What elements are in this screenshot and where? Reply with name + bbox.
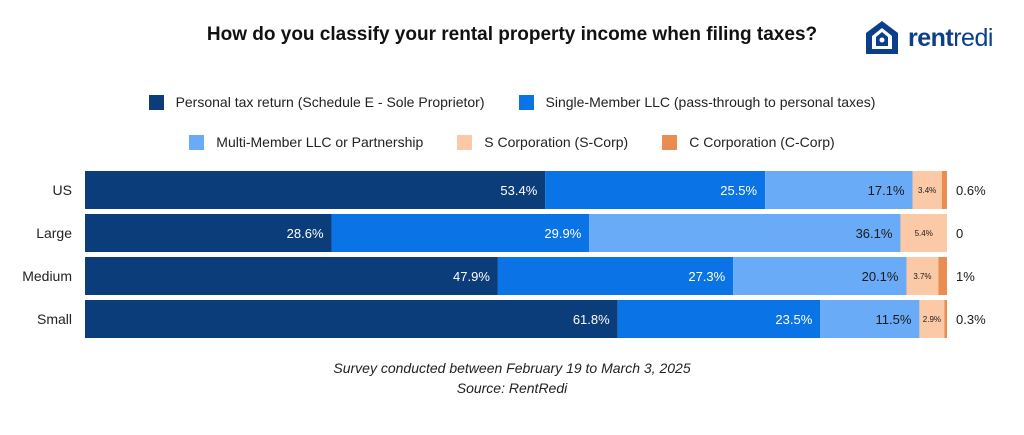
- bar-segment-large-1: [331, 214, 590, 252]
- data-label: 0: [956, 226, 963, 241]
- bar-segment-small-0: [85, 300, 618, 338]
- bar-segment-medium-2: [733, 257, 907, 295]
- chart-title: How do you classify your rental property…: [206, 24, 818, 45]
- bar-segment-medium-0: [85, 257, 498, 295]
- bar-segment-large-2: [589, 214, 901, 252]
- source-note: Source: RentRedi: [456, 380, 568, 396]
- data-label: 36.1%: [856, 226, 893, 241]
- bar-segment-large-0: [85, 214, 332, 252]
- legend-label: Single-Member LLC (pass-through to perso…: [545, 94, 876, 110]
- category-label-large: Large: [36, 225, 72, 241]
- logo-wordmark-light: redi: [953, 23, 993, 52]
- bar-segment-us-0: [85, 171, 546, 209]
- bar-segment-medium-3: [906, 257, 939, 295]
- bar-segment-large-3: [900, 214, 947, 252]
- bar-segment-medium-4: [938, 257, 947, 295]
- survey-note: Survey conducted between February 19 to …: [333, 360, 691, 376]
- bar-segment-us-3: [912, 171, 942, 209]
- legend-swatch: [148, 94, 164, 110]
- category-label-small: Small: [37, 311, 72, 327]
- data-label: 5.4%: [915, 229, 933, 238]
- legend-row-1: Personal tax return (Schedule E - Sole P…: [0, 94, 1024, 110]
- legend-swatch: [518, 94, 534, 110]
- data-label: 25.5%: [720, 183, 757, 198]
- data-label: 20.1%: [862, 269, 899, 284]
- legend-row-2: Multi-Member LLC or Partnership S Corpor…: [0, 134, 1024, 150]
- bar-segment-small-4: [944, 300, 947, 338]
- data-label: 27.3%: [688, 269, 725, 284]
- category-label-us: US: [53, 182, 72, 198]
- legend-label: S Corporation (S-Corp): [484, 134, 629, 150]
- data-label: 0.6%: [956, 183, 986, 198]
- legend-label: Personal tax return (Schedule E - Sole P…: [175, 94, 485, 110]
- legend-swatch: [457, 134, 473, 150]
- legend-label: C Corporation (C-Corp): [689, 134, 835, 150]
- bar-segment-us-4: [941, 171, 947, 209]
- bar-segment-medium-1: [497, 257, 734, 295]
- rentredi-logo: rentredi: [862, 18, 993, 58]
- legend-swatch: [662, 134, 678, 150]
- legend-item-schedule-e: Personal tax return (Schedule E - Sole P…: [148, 94, 485, 110]
- data-label: 17.1%: [868, 183, 905, 198]
- data-label: 1%: [956, 269, 975, 284]
- bar-segment-us-2: [765, 171, 913, 209]
- bar-segment-us-1: [545, 171, 766, 209]
- data-label: 2.9%: [923, 315, 941, 324]
- category-label-medium: Medium: [22, 268, 72, 284]
- logo-wordmark: rentredi: [908, 24, 993, 53]
- data-label: 23.5%: [775, 312, 812, 327]
- house-shield-icon: [866, 21, 898, 54]
- legend-item-single-member-llc: Single-Member LLC (pass-through to perso…: [518, 94, 876, 110]
- data-label: 29.9%: [544, 226, 581, 241]
- data-label: 3.7%: [913, 272, 931, 281]
- data-label: 47.9%: [453, 269, 490, 284]
- bar-segment-small-2: [820, 300, 920, 338]
- data-label: 61.8%: [573, 312, 610, 327]
- data-label: 11.5%: [876, 312, 912, 327]
- data-label: 3.4%: [918, 186, 936, 195]
- bar-segment-small-3: [919, 300, 945, 338]
- legend-item-s-corp: S Corporation (S-Corp): [457, 134, 628, 150]
- logo-wordmark-bold: rent: [908, 23, 954, 52]
- legend-item-multi-member-llc: Multi-Member LLC or Partnership: [189, 134, 423, 150]
- data-label: 0.3%: [956, 312, 986, 327]
- data-label: 53.4%: [500, 183, 537, 198]
- legend-label: Multi-Member LLC or Partnership: [216, 134, 424, 150]
- legend-swatch: [189, 134, 205, 150]
- data-label: 28.6%: [287, 226, 324, 241]
- legend-item-c-corp: C Corporation (C-Corp): [662, 134, 835, 150]
- bar-segment-small-1: [617, 300, 821, 338]
